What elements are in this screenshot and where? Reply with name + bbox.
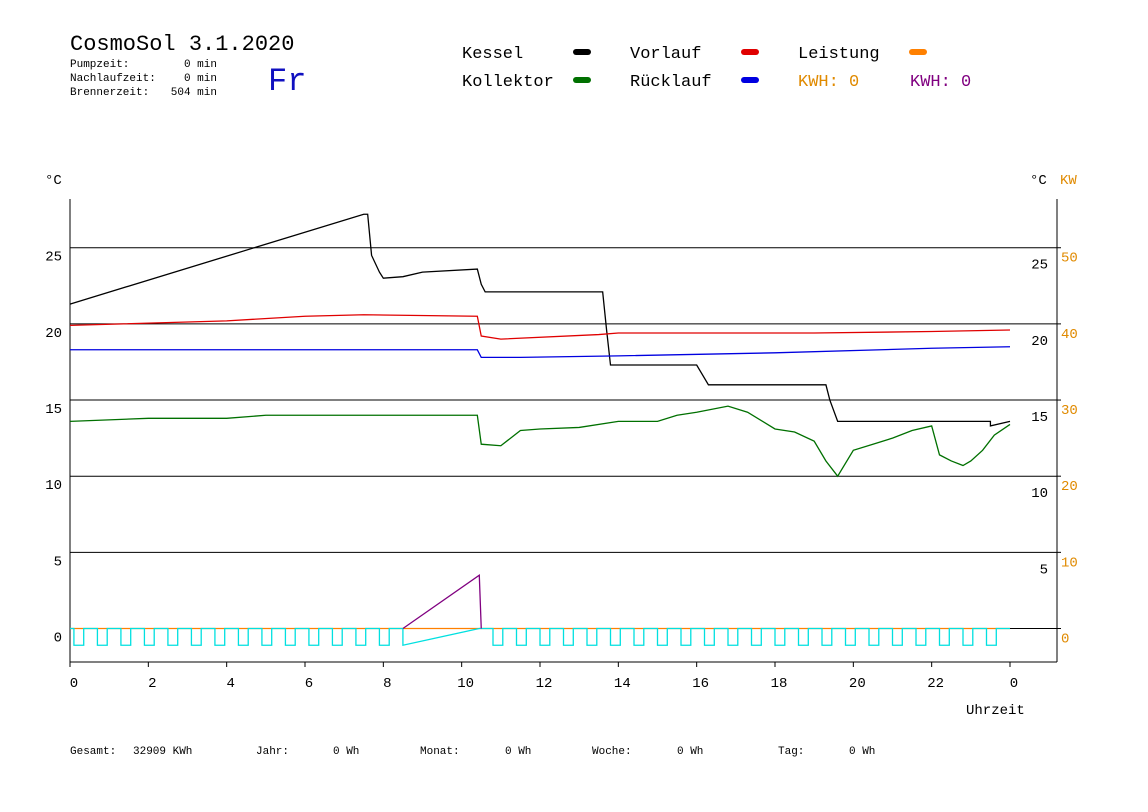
x-axis-label: Uhrzeit	[966, 703, 1025, 719]
x-tick-label: 0	[1010, 676, 1018, 692]
x-tick-label: 4	[226, 676, 234, 692]
y-right-tick-label: 20	[1031, 334, 1048, 350]
y-tick-label: 10	[45, 478, 62, 494]
y2-tick-label: 10	[1061, 555, 1078, 571]
stat-label: Pumpzeit:	[70, 59, 129, 71]
x-tick-label: 6	[305, 676, 313, 692]
footer-label: Gesamt:	[70, 746, 116, 758]
x-tick-label: 22	[927, 676, 944, 692]
x-tick-label: 16	[692, 676, 709, 692]
y-tick-label: 15	[45, 402, 62, 418]
y-tick-label: 0	[54, 630, 62, 646]
y-tick-label: 5	[54, 554, 62, 570]
y-tick-label: 20	[45, 326, 62, 342]
legend-label: Leistung	[798, 45, 880, 64]
y-tick-label: 25	[45, 250, 62, 266]
legend-label: Rücklauf	[630, 73, 712, 92]
stat-value: 0 min	[184, 59, 217, 71]
series-line	[69, 405, 1011, 478]
footer-label: Jahr:	[256, 746, 289, 758]
y2-tick-label: 50	[1061, 251, 1078, 267]
stat-value: 0 min	[184, 73, 217, 85]
stat-label: Nachlaufzeit:	[70, 73, 156, 85]
x-tick-label: 10	[457, 676, 474, 692]
series-line	[70, 346, 1011, 359]
series-line	[402, 573, 482, 630]
y-axis-label: °C	[45, 173, 62, 189]
kwh-label: KWH: 0	[910, 73, 971, 92]
x-tick-label: 20	[849, 676, 866, 692]
footer-value: 0 Wh	[505, 746, 531, 758]
footer-label: Woche:	[592, 746, 632, 758]
y2-tick-label: 0	[1061, 631, 1069, 647]
y-right-tick-label: 5	[1040, 562, 1048, 578]
y2-axis-label: KW	[1060, 173, 1077, 189]
footer-value: 32909 KWh	[133, 746, 192, 758]
legend-label: Kollektor	[462, 73, 554, 92]
y2-tick-label: 40	[1061, 327, 1078, 343]
x-tick-label: 2	[148, 676, 156, 692]
kwh-label: KWH: 0	[798, 73, 859, 92]
stat-label: Brennerzeit:	[70, 87, 149, 99]
x-tick-label: 8	[383, 676, 391, 692]
legend-label: Vorlauf	[630, 45, 701, 64]
series-line	[69, 213, 1011, 427]
y-right-axis-label: °C	[1030, 173, 1047, 189]
footer-value: 0 Wh	[677, 746, 703, 758]
series-line	[70, 627, 1010, 647]
footer-label: Monat:	[420, 746, 460, 758]
y-right-tick-label: 15	[1031, 410, 1048, 426]
stat-value: 504 min	[171, 87, 217, 99]
legend-label: Kessel	[462, 45, 523, 64]
x-tick-label: 14	[614, 676, 631, 692]
title: CosmoSol 3.1.2020	[70, 32, 294, 57]
footer-label: Tag:	[778, 746, 804, 758]
x-tick-label: 0	[70, 676, 78, 692]
footer-value: 0 Wh	[849, 746, 875, 758]
y2-tick-label: 20	[1061, 479, 1078, 495]
y-right-tick-label: 10	[1031, 486, 1048, 502]
x-tick-label: 12	[536, 676, 553, 692]
series-line	[69, 314, 1011, 340]
weekday: Fr	[268, 63, 306, 100]
y-right-tick-label: 25	[1031, 258, 1048, 274]
footer-value: 0 Wh	[333, 746, 359, 758]
y2-tick-label: 30	[1061, 403, 1078, 419]
x-tick-label: 18	[771, 676, 788, 692]
